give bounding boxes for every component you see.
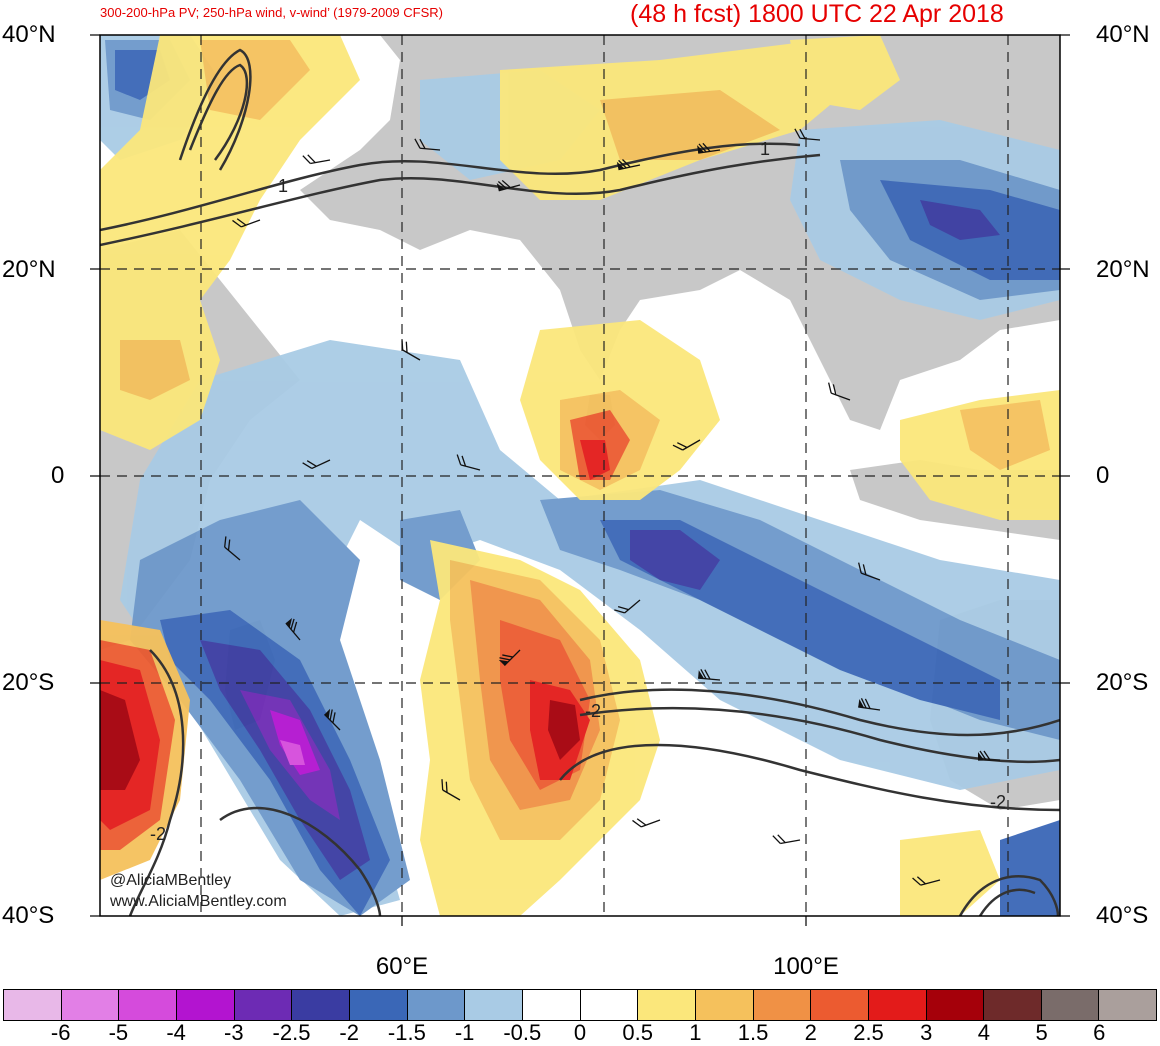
map-subtitle: 300-200-hPa PV; 250-hPa wind, v-wind’ (1…	[100, 5, 443, 20]
colorbar-tick-label: 0	[573, 1020, 587, 1045]
pv-contours	[100, 48, 1060, 916]
colorbar-tick-label: -5	[108, 1020, 129, 1045]
colorbar-swatch	[119, 990, 177, 1020]
colorbar-tick-label: 1.5	[737, 1020, 769, 1045]
colorbar-swatch	[61, 990, 120, 1020]
lon-label-60e: 60°E	[375, 953, 429, 980]
lat-label-0-left: 0	[51, 462, 65, 489]
lat-label-20s-left: 20°S	[2, 669, 55, 696]
watermark-url: www.AliciaMBentley.com	[110, 893, 287, 910]
lat-label-40s-right: 40°S	[1096, 902, 1149, 929]
colorbar-tick-label: -2	[339, 1020, 359, 1045]
colorbar-swatch	[695, 990, 754, 1020]
contour-label: 1	[760, 139, 770, 159]
colorbar-swatch	[868, 990, 927, 1020]
contour-label: -2	[990, 792, 1006, 812]
lat-label-40n-left: 40°N	[2, 21, 56, 48]
colorbar-tick-label: 2.5	[853, 1020, 884, 1045]
lat-label-0-right: 0	[1096, 462, 1110, 489]
colorbar-tick-label: 1	[689, 1020, 702, 1045]
negative-anomaly-shading	[100, 35, 1060, 916]
colorbar-swatch	[1099, 990, 1157, 1020]
colorbar-swatch	[580, 990, 639, 1020]
colorbar-swatch	[522, 990, 581, 1020]
colorbar-tick-label: 2	[804, 1020, 817, 1045]
lat-label-20n-left: 20°N	[2, 256, 56, 283]
lat-label-40n-right: 40°N	[1096, 21, 1150, 48]
colorbar-swatch	[1041, 990, 1100, 1020]
lat-label-40s-left: 40°S	[2, 902, 55, 929]
colorbar-swatch	[465, 990, 523, 1020]
colorbar-swatch	[407, 990, 466, 1020]
colorbar-tick-label: 6	[1093, 1020, 1106, 1045]
colorbar-tick-label: -1.5	[387, 1020, 426, 1045]
colorbar-swatch	[926, 990, 985, 1020]
colorbar-swatch	[984, 990, 1042, 1020]
colorbar-tick-label: 5	[1035, 1020, 1048, 1045]
lat-label-20n-right: 20°N	[1096, 256, 1150, 283]
colorbar-swatch	[234, 990, 293, 1020]
colorbar-swatch	[292, 990, 350, 1020]
colorbar-swatch	[811, 990, 869, 1020]
colorbar	[3, 989, 1157, 1021]
lon-label-100e: 100°E	[773, 953, 839, 980]
colorbar-tick-label: -6	[50, 1020, 71, 1045]
colorbar-tick-label: 3	[920, 1020, 933, 1045]
colorbar-tick-label: -1	[454, 1020, 475, 1045]
colorbar-tick-label: -0.5	[503, 1020, 542, 1045]
colorbar-tick-label: -3	[224, 1020, 244, 1045]
pv-wind-map: 1 1 -2 -2 -2	[90, 34, 1070, 926]
colorbar-swatch	[753, 990, 812, 1020]
watermark-handle: @AliciaMBentley	[110, 872, 232, 889]
colorbar-swatch	[4, 990, 62, 1020]
colorbar-swatch	[176, 990, 235, 1020]
contour-label: -2	[585, 701, 601, 721]
colorbar-tick-label: 0.5	[622, 1020, 653, 1045]
graticule	[100, 35, 1060, 916]
colorbar-swatch	[638, 990, 696, 1020]
forecast-time-title: (48 h fcst) 1800 UTC 22 Apr 2018	[630, 0, 1004, 28]
contour-label: 1	[278, 176, 288, 196]
colorbar-tick-label: -4	[166, 1020, 186, 1045]
colorbar-tick-label: 4	[977, 1020, 991, 1045]
colorbar-swatch	[349, 990, 408, 1020]
contour-label: -2	[150, 824, 166, 844]
lat-label-20s-right: 20°S	[1096, 669, 1149, 696]
colorbar-tick-label: -2.5	[272, 1020, 311, 1045]
